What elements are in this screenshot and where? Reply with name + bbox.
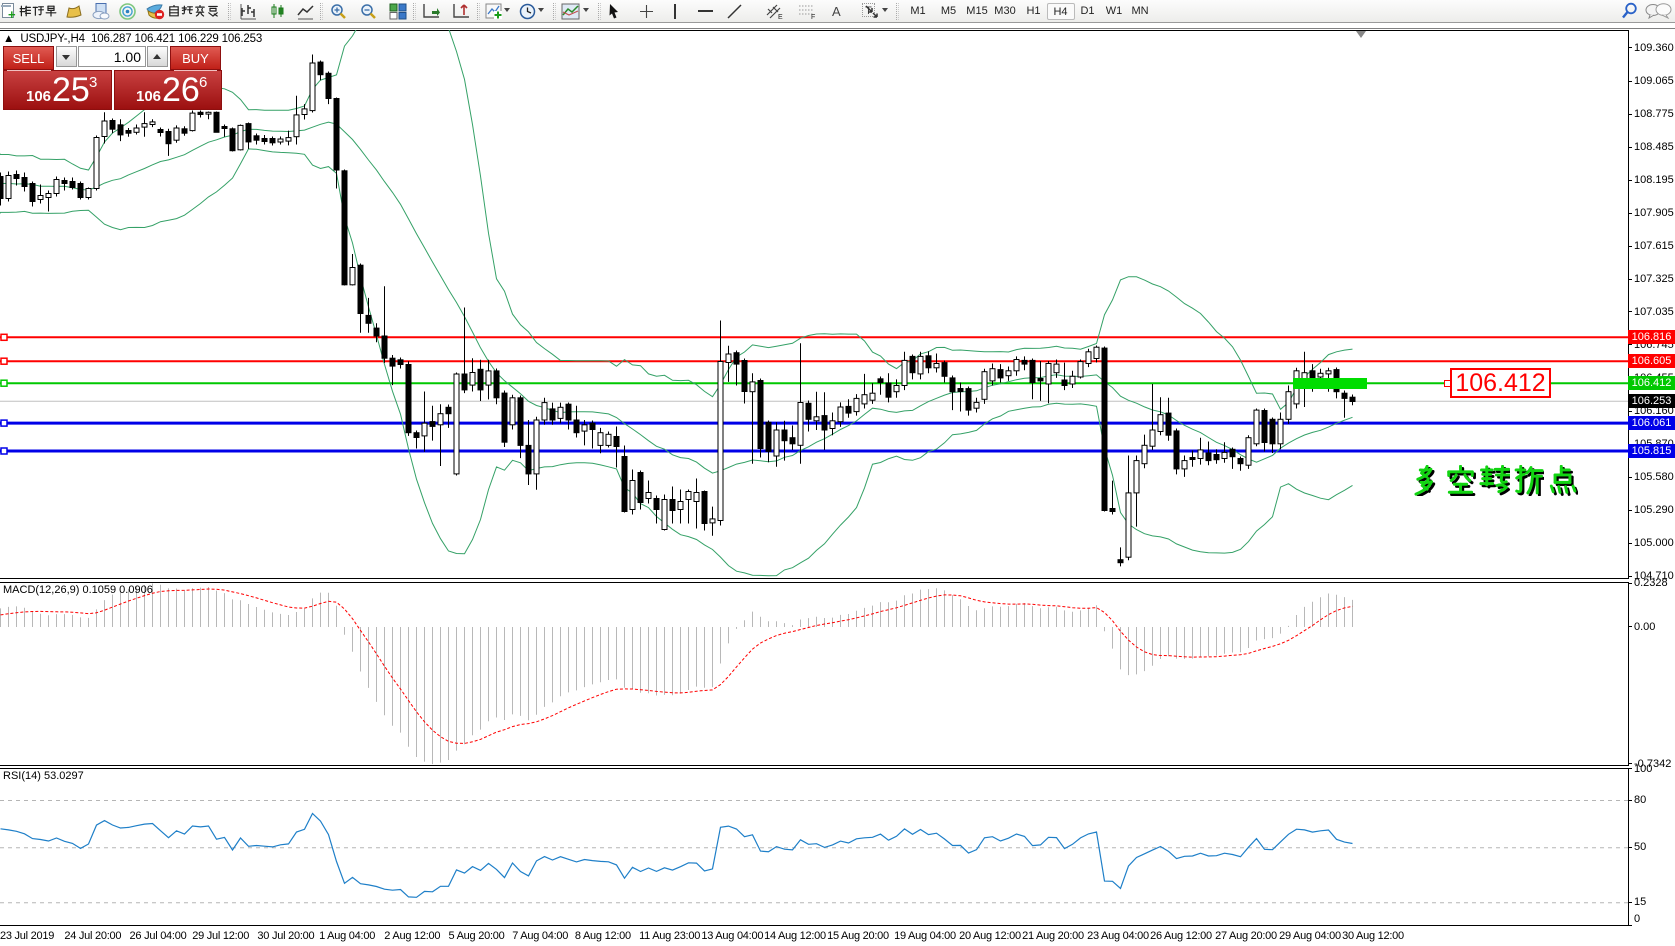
svg-text:F: F [811,14,815,20]
svg-text:E: E [778,14,783,20]
